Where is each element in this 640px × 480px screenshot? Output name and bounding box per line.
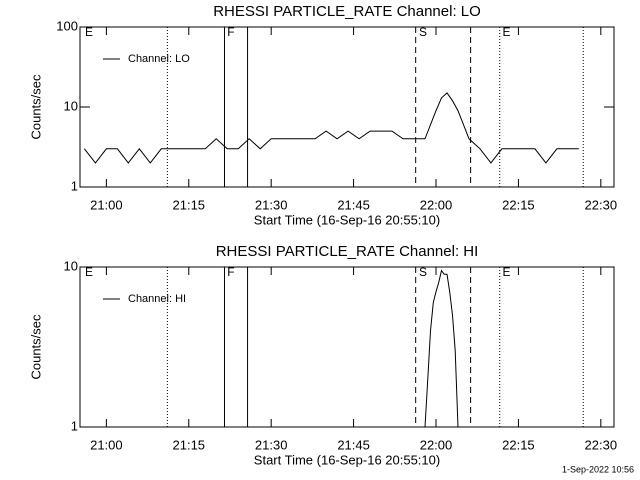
plot-frame [79,266,615,428]
flag-label: F [227,265,234,279]
x-tick-label: 22:15 [502,197,535,212]
flag-label: S [419,265,427,279]
x-tick-label: 21:45 [337,437,370,452]
x-tick-label: 22:30 [585,197,618,212]
x-tick-label: 21:45 [337,197,370,212]
flag-label: E [502,265,510,279]
x-tick-label: 21:15 [173,437,206,452]
y-tick-label: 1 [71,178,78,193]
flag-label: E [502,25,510,39]
y-tick-label: 1 [71,418,78,433]
flag-label: E [85,265,93,279]
y-tick-label: 10 [64,258,78,273]
x-tick-label: 22:30 [585,437,618,452]
legend-label: Channel: HI [128,293,186,305]
legend-label: Channel: LO [128,53,190,65]
flag-label: S [419,25,427,39]
data-line [424,269,459,428]
x-tick-label: 21:00 [90,437,123,452]
x-tick-label: 21:15 [173,197,206,212]
x-tick-label: 21:00 [90,197,123,212]
y-axis-label: Counts/sec [28,74,43,140]
flag-label: F [227,25,234,39]
x-tick-label: 22:15 [502,437,535,452]
y-axis-label: Counts/sec [28,314,43,380]
x-tick-label: 21:30 [255,197,288,212]
x-tick-label: 22:00 [420,437,453,452]
x-tick-label: 21:30 [255,437,288,452]
footer: 1-Sep-2022 10:56 [562,464,634,474]
x-tick-label: 22:00 [420,197,453,212]
y-tick-label: 10 [64,98,78,113]
flag-label: E [85,25,93,39]
x-axis-label: Start Time (16-Sep-16 20:55:10) [254,452,440,467]
data-line [84,92,579,164]
x-axis-label: Start Time (16-Sep-16 20:55:10) [254,212,440,227]
chart-title: RHESSI PARTICLE_RATE Channel: LO [213,3,481,20]
y-tick-label: 100 [56,18,78,33]
chart-title: RHESSI PARTICLE_RATE Channel: HI [216,243,479,260]
